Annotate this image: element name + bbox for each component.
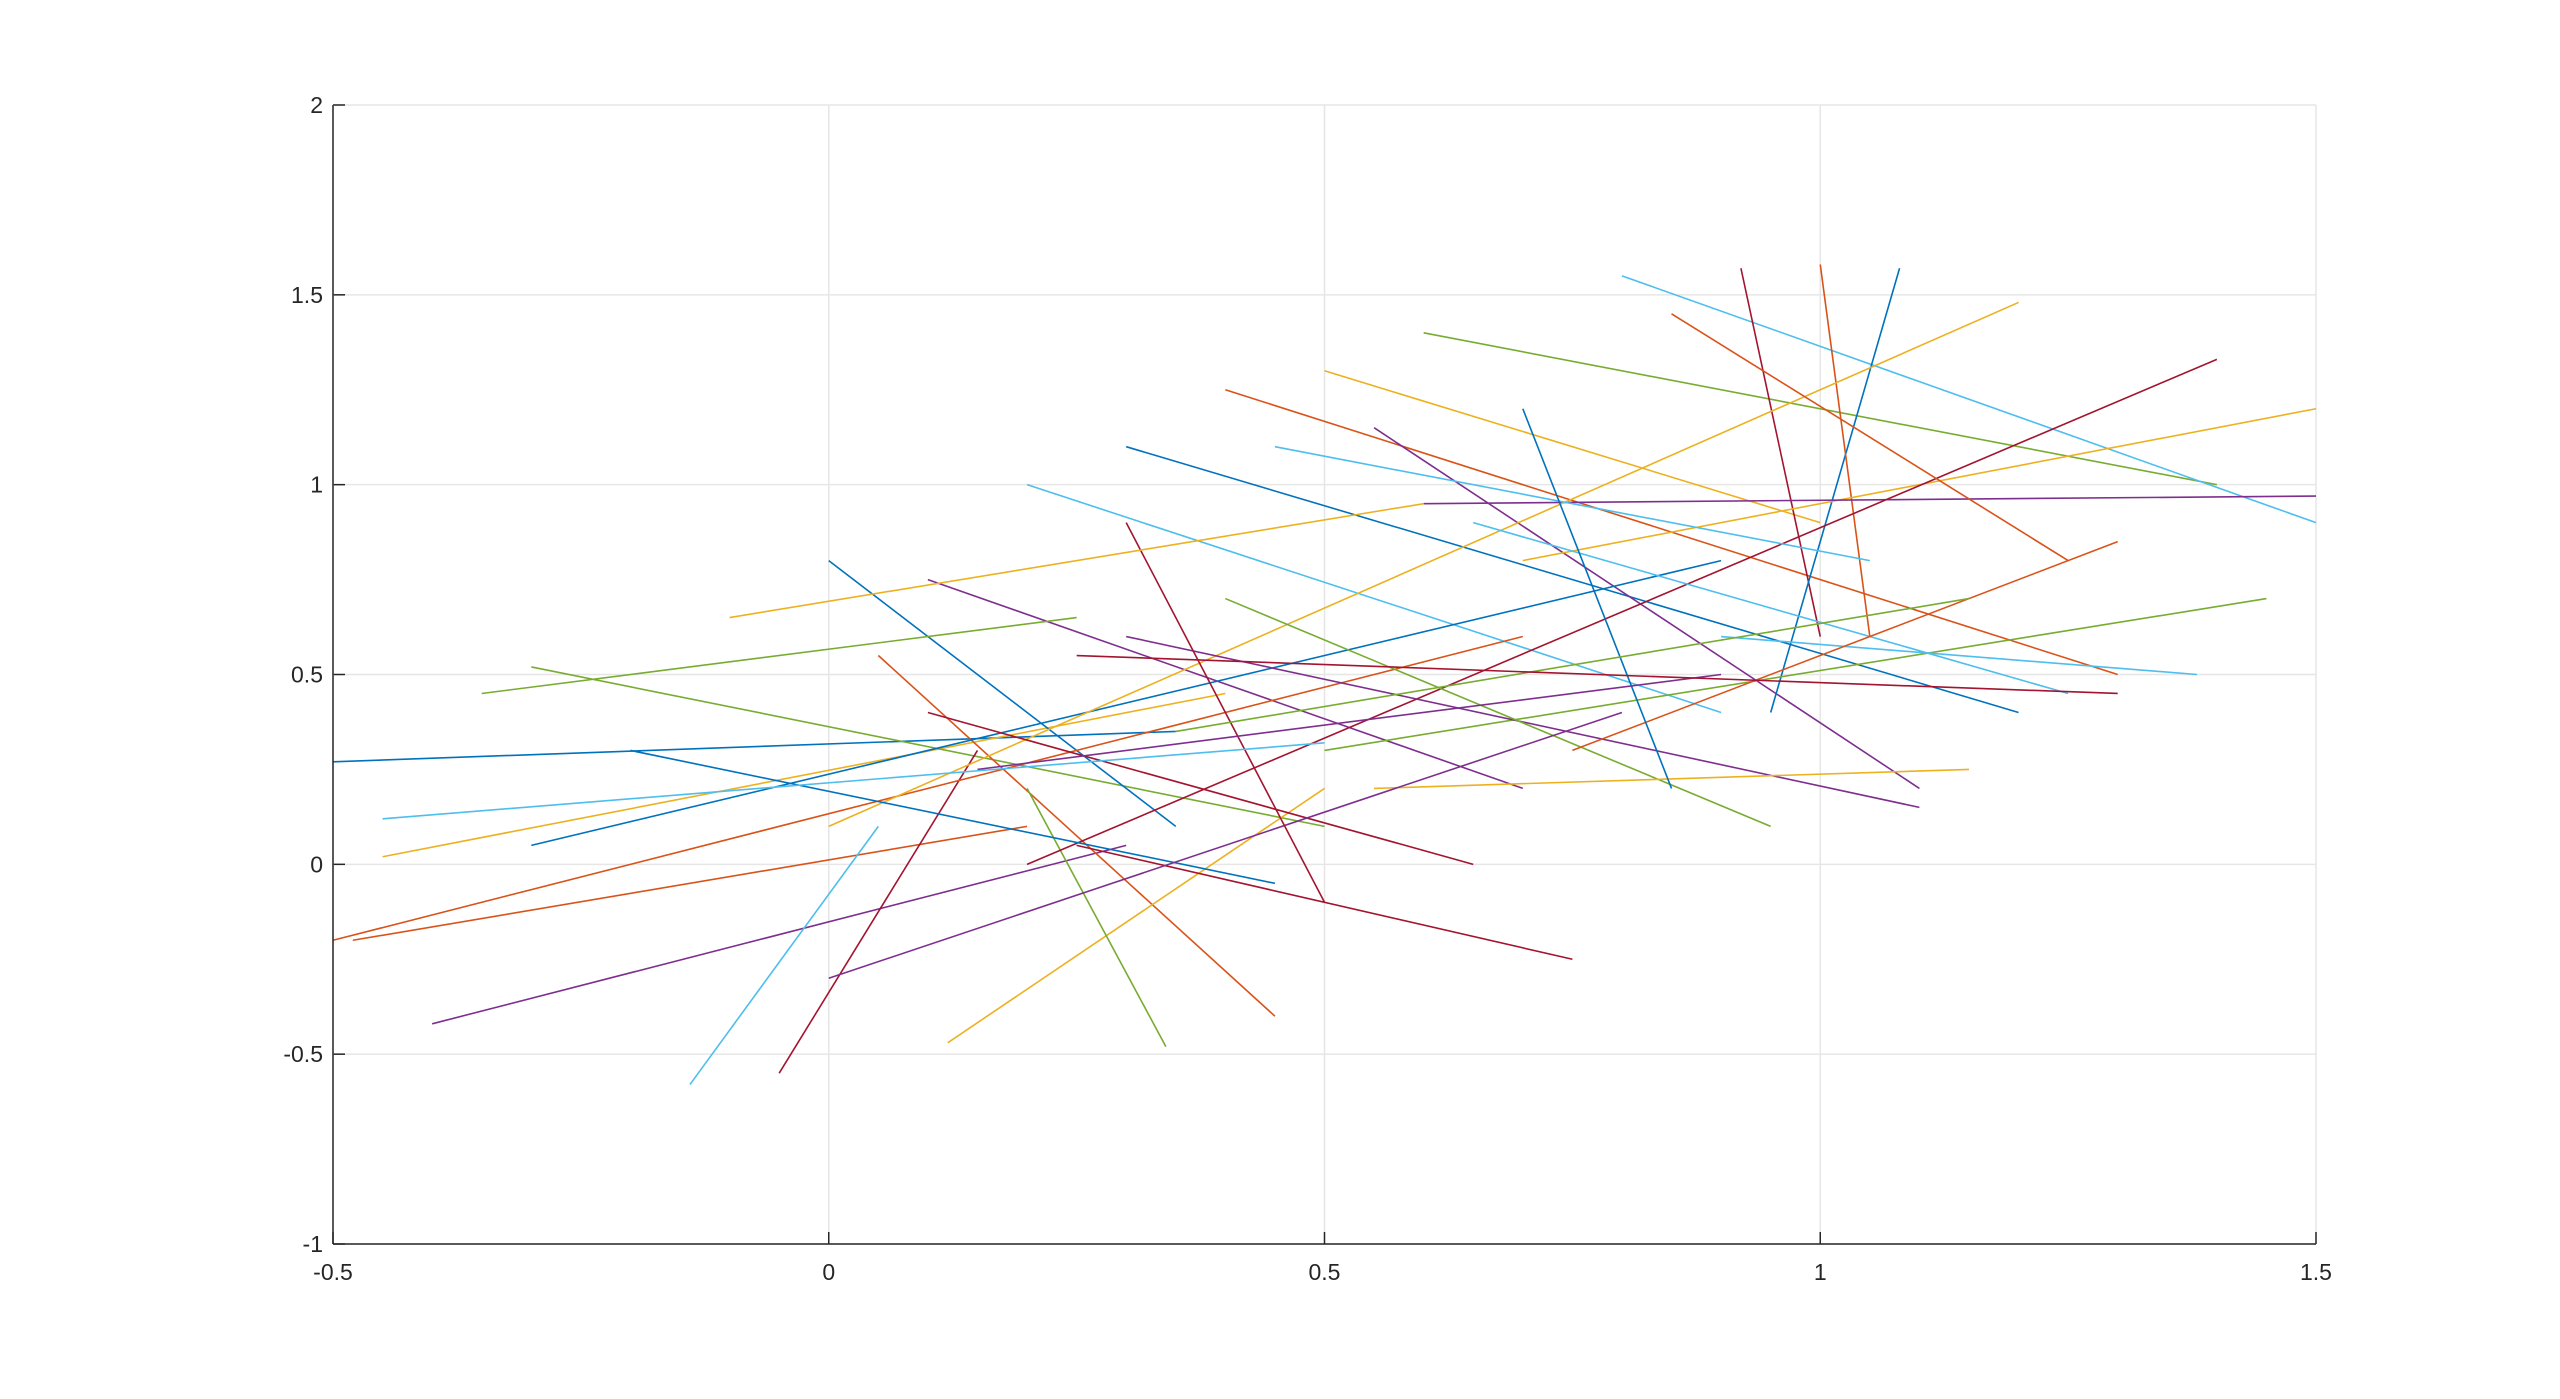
line-segment (531, 559, 1722, 847)
line-segment (1026, 483, 1722, 714)
x-tick-label: 1 (1814, 1259, 1827, 1285)
line-segment (1522, 407, 2317, 562)
y-tick-label: 0.5 (291, 662, 323, 688)
line-segment (332, 635, 1523, 942)
x-tick-label: 1.5 (2300, 1259, 2332, 1285)
y-tick-label: -1 (303, 1231, 323, 1257)
line-segment (1572, 540, 2118, 752)
x-tick-label: -0.5 (313, 1259, 353, 1285)
line-segment (927, 711, 1474, 866)
line-segment (1374, 768, 1970, 790)
line-segment (1819, 264, 1871, 637)
line-segment (1769, 268, 1901, 713)
y-tick-label: -0.5 (283, 1041, 323, 1067)
y-tick-label: 0 (310, 851, 323, 877)
line-segment (828, 301, 2019, 828)
line-segment (382, 692, 1226, 858)
line-segment (630, 749, 1276, 885)
line-segment (531, 666, 1325, 828)
line-segment (332, 730, 1176, 763)
line-segment (1423, 495, 2317, 505)
line-segment (1076, 654, 2118, 695)
line-segment (1324, 597, 2267, 752)
line-segment (877, 654, 1276, 1017)
y-tick-label: 1.5 (291, 282, 323, 308)
line-segment (1274, 445, 1870, 562)
line-segment (481, 616, 1077, 695)
x-tick-label: 0 (822, 1259, 835, 1285)
line-segment (1125, 445, 2019, 714)
line-segment (1522, 408, 1673, 789)
line-segment (828, 711, 1623, 979)
y-tick-label: 2 (310, 92, 323, 118)
line-segment (689, 825, 879, 1086)
line-segment (1423, 332, 2218, 486)
line-segment (1621, 275, 2317, 524)
line-segment (352, 825, 1028, 942)
line-segment (1671, 313, 2069, 562)
line-segment (828, 559, 1177, 828)
line-segment (927, 578, 1524, 790)
line-segment (1721, 635, 2198, 676)
line-segment (1225, 597, 1771, 828)
line-segment (1175, 597, 1970, 733)
line-segment (1026, 788, 1167, 1047)
line-segment (1473, 521, 2069, 695)
line-segment (729, 502, 1424, 619)
line-segment (1373, 427, 1920, 790)
line-segment (947, 787, 1325, 1044)
y-tick-label: 1 (310, 472, 323, 498)
line-segment (1324, 370, 1821, 524)
line-segment (1740, 268, 1822, 637)
line-segment (977, 673, 1722, 771)
line-segment (1026, 358, 2218, 866)
x-tick-label: 0.5 (1309, 1259, 1341, 1285)
line-segment (778, 750, 979, 1074)
line-segment (1125, 522, 1326, 903)
line-segment (382, 742, 1325, 820)
line-segment (431, 844, 1127, 1025)
